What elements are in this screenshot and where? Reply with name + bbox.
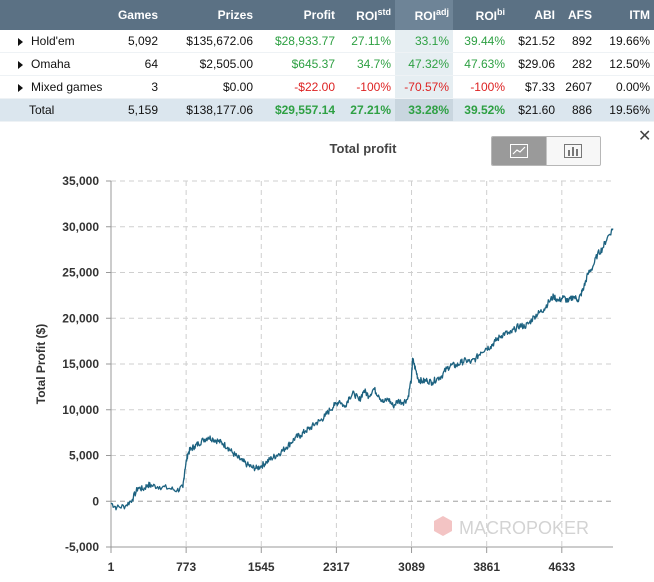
expand-triangle-icon[interactable] [18, 83, 23, 92]
cell-prizes: $2,505.00 [162, 52, 257, 76]
cell-games: 5,092 [108, 30, 162, 53]
total-roi-bi: 39.52% [453, 98, 509, 122]
y-tick-label: 0 [92, 494, 99, 508]
total-profit: $29,557.14 [257, 98, 339, 122]
stats-table: Games Prizes Profit ROIstd ROIadj ROIbi … [0, 0, 654, 122]
header-roi-bi-sup: bi [497, 7, 505, 17]
total-roi-std: 27.21% [339, 98, 395, 122]
cell-games: 3 [108, 75, 162, 99]
row-name-cell: Mixed games [0, 75, 108, 99]
x-tick-label: 773 [176, 560, 196, 574]
watermark-text: MACROPOKER [459, 518, 589, 538]
cell-roi-bi: 39.44% [453, 30, 509, 53]
row-name-cell: Omaha [0, 52, 108, 76]
header-games[interactable]: Games [108, 0, 162, 30]
cell-roi-std: 34.7% [339, 52, 395, 76]
table-row[interactable]: Hold'em 5,092 $135,672.06 $28,933.77 27.… [0, 30, 654, 53]
x-tick-label: 4633 [548, 560, 575, 574]
cell-profit: -$22.00 [257, 75, 339, 99]
cell-abi: $21.52 [509, 30, 559, 53]
cell-roi-std: -100% [339, 75, 395, 99]
header-roi-bi-base: ROI [475, 9, 497, 23]
cell-roi-adj: -70.57% [395, 75, 453, 99]
cell-roi-adj: 47.32% [395, 52, 453, 76]
watermark-logo-icon [434, 516, 452, 536]
close-icon[interactable]: ✕ [638, 128, 652, 145]
y-tick-label: 15,000 [62, 357, 99, 371]
macropoker-watermark: MACROPOKER [434, 516, 589, 538]
bar-chart-button[interactable] [545, 137, 600, 165]
x-tick-label: 3861 [473, 560, 500, 574]
table-row[interactable]: Mixed games 3 $0.00 -$22.00 -100% -70.57… [0, 75, 654, 99]
expand-triangle-icon[interactable] [18, 60, 23, 69]
header-roi-adj-base: ROI [414, 9, 436, 23]
total-games: 5,159 [108, 98, 162, 122]
cell-roi-bi: 47.63% [453, 52, 509, 76]
cell-games: 64 [108, 52, 162, 76]
cell-profit: $645.37 [257, 52, 339, 76]
cell-afs: 892 [559, 30, 596, 53]
y-tick-label: -5,000 [65, 540, 99, 554]
cell-roi-std: 27.11% [339, 30, 395, 53]
x-tick-label: 1545 [248, 560, 275, 574]
profit-series-line [110, 228, 614, 511]
header-itm[interactable]: ITM [596, 0, 654, 30]
cell-roi-adj: 33.1% [395, 30, 453, 53]
cell-afs: 282 [559, 52, 596, 76]
row-name: Omaha [31, 57, 71, 71]
cell-abi: $29.06 [509, 52, 559, 76]
header-roi-std[interactable]: ROIstd [339, 0, 395, 30]
bar-chart-icon [564, 144, 583, 158]
total-abi: $21.60 [509, 98, 559, 122]
header-name [0, 0, 108, 30]
total-row: Total 5,159 $138,177.06 $29,557.14 27.21… [0, 98, 654, 122]
row-name: Hold'em [31, 34, 75, 48]
y-tick-label: 30,000 [62, 220, 99, 234]
table-row[interactable]: Omaha 64 $2,505.00 $645.37 34.7% 47.32% … [0, 52, 654, 76]
total-roi-adj: 33.28% [395, 98, 453, 122]
total-name: Total [0, 98, 108, 122]
line-chart-icon [509, 144, 528, 158]
line-chart-button[interactable] [492, 137, 546, 165]
header-roi-std-sup: std [377, 7, 392, 17]
cell-prizes: $0.00 [162, 75, 257, 99]
chart-type-toggle [491, 136, 601, 166]
cell-itm: 12.50% [596, 52, 654, 76]
header-roi-adj[interactable]: ROIadj [395, 0, 453, 30]
table-header-row: Games Prizes Profit ROIstd ROIadj ROIbi … [0, 0, 654, 30]
x-tick-label: 2317 [323, 560, 350, 574]
cell-prizes: $135,672.06 [162, 30, 257, 53]
chart-title: Total profit [330, 141, 398, 156]
y-tick-label: 5,000 [69, 449, 99, 463]
header-afs[interactable]: AFS [559, 0, 596, 30]
header-roi-adj-sup: adj [435, 7, 449, 17]
total-itm: 19.56% [596, 98, 654, 122]
x-tick-label: 3089 [398, 560, 425, 574]
cell-itm: 0.00% [596, 75, 654, 99]
cell-itm: 19.66% [596, 30, 654, 53]
header-prizes[interactable]: Prizes [162, 0, 257, 30]
header-profit[interactable]: Profit [257, 0, 339, 30]
y-tick-label: 10,000 [62, 403, 99, 417]
header-abi[interactable]: ABI [509, 0, 559, 30]
profit-chart: Total profit Total Profit ($) MACROPOKER… [34, 141, 614, 574]
y-axis-label: Total Profit ($) [34, 324, 48, 404]
expand-triangle-icon[interactable] [18, 37, 23, 46]
y-tick-label: 20,000 [62, 311, 99, 325]
cell-profit: $28,933.77 [257, 30, 339, 53]
cell-roi-bi: -100% [453, 75, 509, 99]
row-name-cell: Hold'em [0, 30, 108, 53]
cell-abi: $7.33 [509, 75, 559, 99]
header-roi-bi[interactable]: ROIbi [453, 0, 509, 30]
cell-afs: 2607 [559, 75, 596, 99]
y-tick-label: 25,000 [62, 266, 99, 280]
header-roi-std-base: ROI [356, 9, 378, 23]
total-afs: 886 [559, 98, 596, 122]
row-name: Mixed games [31, 80, 103, 94]
y-tick-label: 35,000 [62, 174, 99, 188]
x-tick-label: 1 [108, 560, 115, 574]
total-prizes: $138,177.06 [162, 98, 257, 122]
